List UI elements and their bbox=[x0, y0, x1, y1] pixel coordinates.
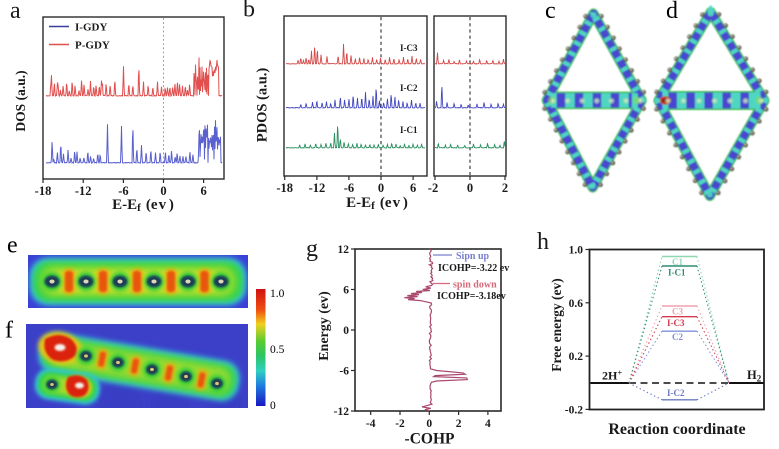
svg-text:d: d bbox=[666, 0, 678, 24]
svg-text:I-C1: I-C1 bbox=[668, 268, 686, 278]
svg-text:6: 6 bbox=[200, 184, 206, 198]
svg-text:c: c bbox=[545, 0, 556, 24]
svg-text:0: 0 bbox=[467, 181, 473, 195]
svg-text:DOS (a.u.): DOS (a.u.) bbox=[13, 70, 28, 131]
svg-text:1.0: 1.0 bbox=[569, 245, 584, 257]
svg-text:0: 0 bbox=[378, 181, 384, 195]
svg-text:f: f bbox=[5, 318, 13, 344]
svg-text:-COHP: -COHP bbox=[405, 431, 455, 448]
svg-text:6: 6 bbox=[410, 181, 416, 195]
svg-text:g: g bbox=[306, 236, 318, 262]
svg-text:P-GDY: P-GDY bbox=[75, 40, 110, 52]
svg-text:I-C3: I-C3 bbox=[667, 318, 685, 328]
svg-text:C3: C3 bbox=[672, 307, 683, 317]
svg-text:0: 0 bbox=[160, 184, 166, 198]
svg-text:2: 2 bbox=[456, 418, 462, 430]
svg-text:Sipn up: Sipn up bbox=[456, 251, 490, 262]
svg-text:-6: -6 bbox=[344, 181, 354, 195]
svg-text:Reaction coordinate: Reaction coordinate bbox=[608, 421, 745, 438]
svg-text:-2: -2 bbox=[428, 181, 438, 195]
svg-text:0.6: 0.6 bbox=[569, 298, 584, 310]
svg-text:Energy (ev): Energy (ev) bbox=[317, 291, 332, 361]
svg-text:-12: -12 bbox=[309, 181, 326, 195]
svg-text:2: 2 bbox=[502, 181, 508, 195]
svg-text:4: 4 bbox=[485, 418, 491, 430]
svg-text:-18: -18 bbox=[35, 184, 52, 198]
svg-text:E-Ef(ev): E-Ef (ev) bbox=[112, 197, 174, 214]
svg-text:-6: -6 bbox=[339, 366, 349, 378]
svg-text:0.5: 0.5 bbox=[270, 344, 285, 356]
svg-text:ICOHP=-3.18ev: ICOHP=-3.18ev bbox=[437, 291, 506, 302]
svg-text:e: e bbox=[7, 233, 18, 259]
svg-text:I-C1: I-C1 bbox=[400, 125, 418, 135]
svg-text:-12: -12 bbox=[334, 406, 350, 418]
svg-text:-12: -12 bbox=[75, 184, 92, 198]
svg-text:I-C2: I-C2 bbox=[400, 83, 418, 93]
svg-text:ICOHP=-3.22 ev: ICOHP=-3.22 ev bbox=[438, 263, 509, 274]
svg-text:-18: -18 bbox=[276, 181, 293, 195]
svg-text:1.0: 1.0 bbox=[270, 288, 285, 300]
svg-text:PDOS (a.u.): PDOS (a.u.) bbox=[255, 68, 271, 143]
svg-text:-0.2: -0.2 bbox=[565, 404, 583, 416]
svg-text:-4: -4 bbox=[366, 418, 376, 430]
svg-text:I-GDY: I-GDY bbox=[75, 22, 107, 34]
svg-text:C2: C2 bbox=[672, 332, 683, 342]
svg-text:I-C2: I-C2 bbox=[667, 388, 685, 398]
svg-text:Free energy (ev): Free energy (ev) bbox=[549, 278, 564, 371]
svg-text:0.2: 0.2 bbox=[569, 351, 584, 363]
svg-text:C1: C1 bbox=[672, 257, 683, 267]
svg-text:0: 0 bbox=[426, 418, 432, 430]
svg-text:a: a bbox=[10, 0, 21, 24]
svg-text:-6: -6 bbox=[118, 184, 128, 198]
svg-text:0: 0 bbox=[270, 400, 276, 412]
svg-text:-2: -2 bbox=[395, 418, 405, 430]
svg-text:E-Ef(ev): E-Ef (ev) bbox=[346, 195, 408, 212]
svg-text:12: 12 bbox=[338, 244, 350, 256]
svg-text:H2: H2 bbox=[747, 368, 762, 384]
svg-text:spin down: spin down bbox=[453, 280, 497, 291]
svg-text:I-C3: I-C3 bbox=[400, 43, 418, 53]
svg-text:2H+: 2H+ bbox=[602, 368, 622, 383]
svg-text:b: b bbox=[243, 0, 255, 23]
svg-text:6: 6 bbox=[343, 285, 349, 297]
svg-text:h: h bbox=[537, 229, 549, 255]
svg-text:0: 0 bbox=[343, 325, 349, 337]
